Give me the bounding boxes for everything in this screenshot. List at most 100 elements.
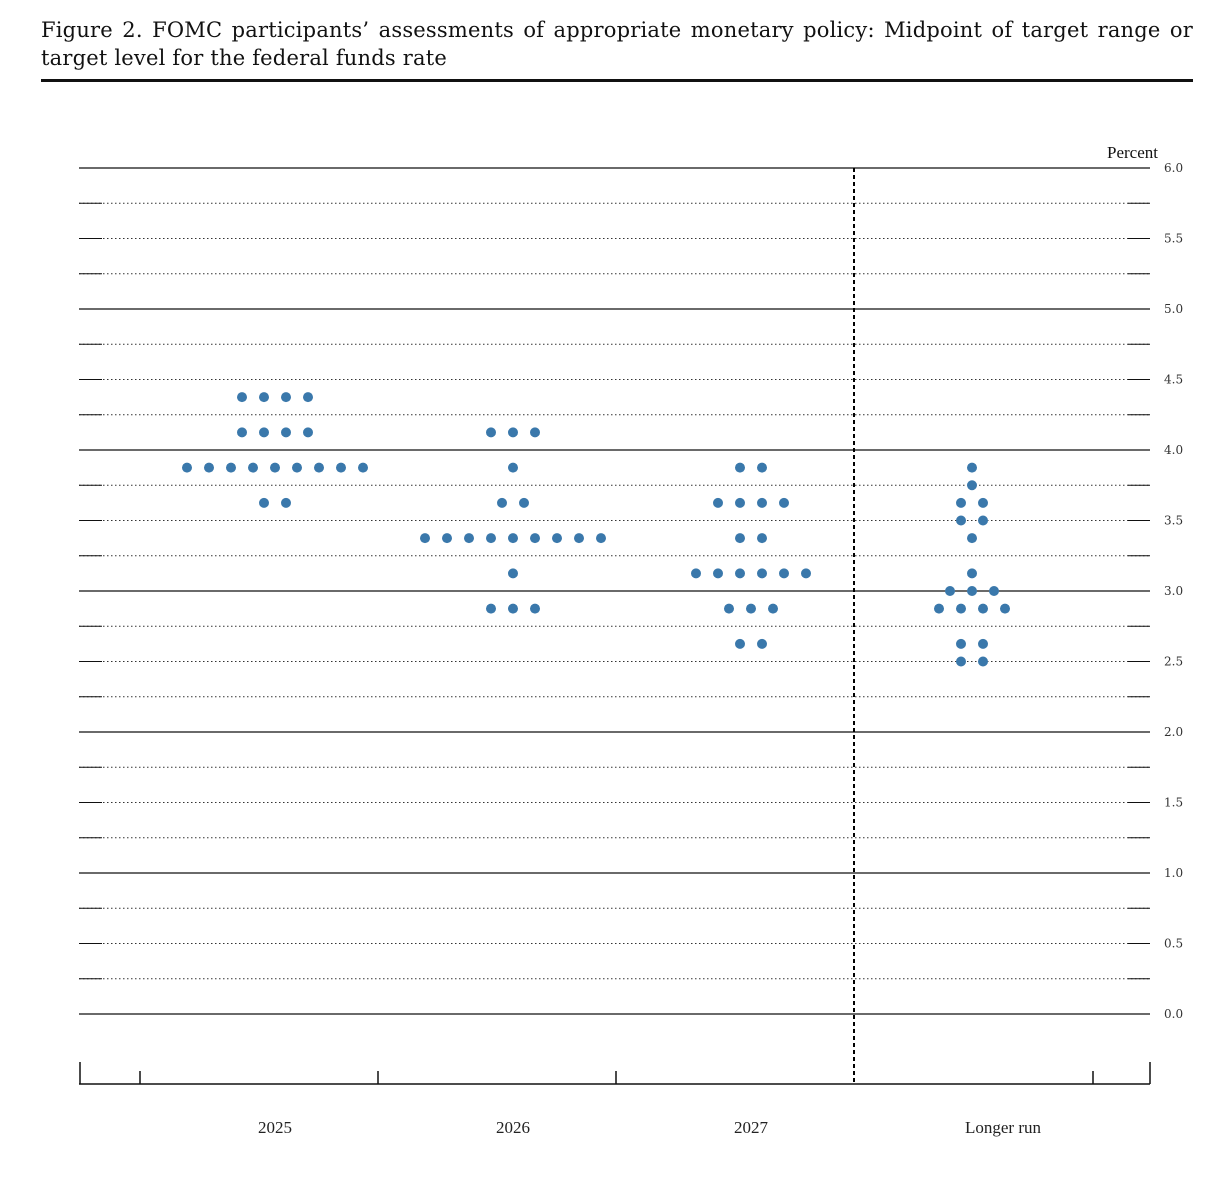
participant-dot	[735, 638, 745, 649]
participant-dot	[508, 568, 518, 579]
participant-dot	[779, 568, 789, 579]
participant-dot	[978, 656, 988, 667]
y-tick-label: 4.5	[1164, 373, 1183, 387]
participant-dot	[358, 462, 368, 473]
x-category-label: 2025	[258, 1118, 292, 1137]
participant-dot	[281, 497, 291, 508]
participant-dot	[945, 586, 955, 596]
participant-dot	[713, 568, 723, 579]
participant-dot	[735, 533, 745, 544]
participant-dot	[978, 638, 988, 649]
participant-dot	[259, 392, 269, 403]
participant-dot	[1000, 603, 1010, 614]
dots	[182, 392, 1010, 667]
participant-dot	[978, 497, 988, 508]
participant-dot	[303, 392, 313, 403]
participant-dot	[281, 427, 291, 438]
participant-dot	[552, 533, 562, 544]
participant-dot	[486, 427, 496, 438]
participant-dot	[314, 462, 324, 473]
participant-dot	[956, 515, 966, 526]
participant-dot	[989, 586, 999, 596]
y-tick-label: 0.0	[1164, 1007, 1183, 1021]
participant-dot	[967, 533, 977, 544]
participant-dot	[574, 533, 584, 544]
x-category-label: Longer run	[965, 1118, 1042, 1137]
x-category-labels: 2025 2026 2027 Longer run	[258, 1118, 1041, 1137]
participant-dot	[204, 462, 214, 473]
participant-dot	[508, 427, 518, 438]
participant-dot	[956, 497, 966, 508]
y-tick-label: 2.0	[1164, 725, 1183, 739]
participant-dot	[336, 462, 346, 473]
x-category-label: 2026	[496, 1118, 530, 1137]
participant-dot	[270, 462, 280, 473]
participant-dot	[967, 480, 977, 491]
participant-dot	[691, 568, 701, 579]
participant-dot	[486, 533, 496, 544]
gridlines	[79, 167, 1150, 1015]
participant-dot	[956, 638, 966, 649]
participant-dot	[530, 603, 540, 614]
participant-dot	[182, 462, 192, 473]
participant-dot	[486, 603, 496, 614]
y-tick-label: 2.5	[1164, 655, 1183, 669]
participant-dot	[259, 497, 269, 508]
y-tick-label: 5.5	[1164, 232, 1183, 246]
participant-dot	[746, 603, 756, 614]
y-tick-label: 3.0	[1164, 584, 1183, 598]
y-tick-label: 0.5	[1164, 937, 1183, 951]
y-tick-label: 1.5	[1164, 796, 1183, 810]
participant-dot	[757, 497, 767, 508]
y-tick-label: 3.5	[1164, 514, 1183, 528]
participant-dot	[508, 603, 518, 614]
participant-dot	[464, 533, 474, 544]
title-rule	[41, 79, 1193, 82]
participant-dot	[757, 533, 767, 544]
participant-dot	[281, 392, 291, 403]
participant-dot	[735, 568, 745, 579]
participant-dot	[713, 497, 723, 508]
participant-dot	[801, 568, 811, 579]
participant-dot	[779, 497, 789, 508]
participant-dot	[757, 462, 767, 473]
participant-dot	[967, 586, 977, 596]
y-tick-label: 1.0	[1164, 866, 1183, 880]
participant-dot	[978, 515, 988, 526]
participant-dot	[724, 603, 734, 614]
participant-dot	[237, 427, 247, 438]
participant-dot	[442, 533, 452, 544]
participant-dot	[508, 462, 518, 473]
participant-dot	[237, 392, 247, 403]
participant-dot	[735, 497, 745, 508]
participant-dot	[259, 427, 269, 438]
participant-dot	[967, 462, 977, 473]
y-axis-unit-label: Percent	[1107, 143, 1158, 162]
x-category-label: 2027	[734, 1118, 769, 1137]
y-tick-label: 5.0	[1164, 302, 1183, 316]
participant-dot	[508, 533, 518, 544]
figure-title: Figure 2. FOMC participants’ assessments…	[41, 18, 1193, 70]
participant-dot	[519, 497, 529, 508]
participant-dot	[530, 533, 540, 544]
y-tick-label: 4.0	[1164, 443, 1183, 457]
participant-dot	[735, 462, 745, 473]
participant-dot	[420, 533, 430, 544]
x-axis	[79, 1062, 1151, 1085]
participant-dot	[497, 497, 507, 508]
y-tick-labels: 0.0 0.5 1.0 1.5 2.0 2.5 3.0 3.5 4.0 4.5 5.0 5.5 6.0	[1164, 161, 1183, 1021]
y-tick-label: 6.0	[1164, 161, 1183, 175]
participant-dot	[757, 638, 767, 649]
participant-dot	[967, 568, 977, 579]
participant-dot	[292, 462, 302, 473]
participant-dot	[934, 603, 944, 614]
participant-dot	[248, 462, 258, 473]
participant-dot	[956, 656, 966, 667]
participant-dot	[978, 603, 988, 614]
participant-dot	[303, 427, 313, 438]
participant-dot	[757, 568, 767, 579]
participant-dot	[956, 603, 966, 614]
participant-dot	[596, 533, 606, 544]
participant-dot	[530, 427, 540, 438]
